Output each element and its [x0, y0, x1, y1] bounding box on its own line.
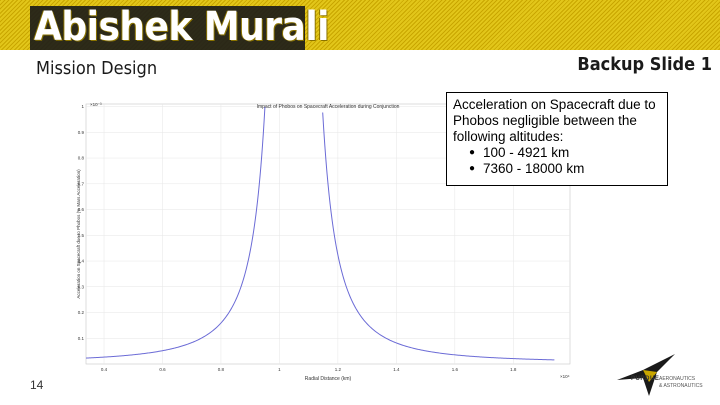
acceleration-curve-left [85, 106, 266, 359]
y-tick-label: 0.7 [78, 181, 85, 186]
y-tick-label: 0.9 [78, 130, 85, 135]
note-text: Acceleration on Spacecraft due to Phobos… [453, 97, 656, 144]
x-tick-label: 1.4 [393, 367, 400, 372]
y-tick-label: 0.8 [78, 156, 85, 161]
header: Abishek Murali Mission Design Backup Sli… [0, 0, 720, 86]
y-tick-label: 1 [81, 104, 84, 109]
note-bullet: 7360 - 18000 km [469, 161, 661, 177]
y-tick-label: 0.5 [78, 233, 85, 238]
purdue-griffin-mark-icon [617, 354, 675, 396]
note-bullet: 100 - 4921 km [469, 145, 661, 161]
x-tick-labels: 0.4 0.6 0.8 1 1.2 1.4 1.6 1.8 [101, 367, 517, 372]
plot-grid [86, 104, 570, 364]
logo-wordmark: PURDUE [631, 376, 660, 382]
plot-ylabel: Acceleration on Spacecraft due to Phobos… [76, 169, 81, 299]
plot-title: Impact of Phobos on Spacecraft Accelerat… [257, 104, 400, 110]
y-tick-label: 0.3 [78, 284, 85, 289]
note-box: Acceleration on Spacecraft due to Phobos… [446, 92, 668, 186]
logo-line2: & ASTRONAUTICS [659, 383, 703, 389]
plot-xlabel: Radial Distance (km) [305, 376, 352, 382]
y-tick-label: 0.6 [78, 207, 85, 212]
y-tick-labels: 0.1 0.2 0.3 0.4 0.5 0.6 0.7 0.8 0.9 1 [78, 104, 85, 341]
y-tick-label: 0.4 [78, 259, 85, 264]
slide-subtitle: Mission Design [36, 58, 158, 79]
title-backdrop [30, 6, 305, 50]
acceleration-plot: 0.1 0.2 0.3 0.4 0.5 0.6 0.7 0.8 0.9 1 0.4 0.6 0.8 1 1… [76, 102, 571, 382]
acceleration-curve-right [322, 112, 555, 361]
backup-label: Backup Slide 1 [577, 54, 712, 75]
y-multiplier: ×10⁻³ [90, 102, 102, 107]
logo-line1: AERONAUTICS [659, 376, 696, 382]
x-tick-label: 0.6 [159, 367, 166, 372]
slide-title: Abishek Murali [34, 4, 329, 50]
x-tick-label: 1.8 [510, 367, 517, 372]
y-tick-label: 0.1 [78, 336, 85, 341]
x-tick-label: 0.4 [101, 367, 108, 372]
x-tick-label: 1 [278, 367, 281, 372]
logo-caption: AERONAUTICS & ASTRONAUTICS [659, 376, 703, 390]
x-tick-label: 1.2 [335, 367, 342, 372]
page-number: 14 [30, 378, 44, 392]
x-tick-label: 1.6 [452, 367, 459, 372]
x-tick-label: 0.8 [218, 367, 225, 372]
x-multiplier: ×10⁴ [560, 374, 570, 379]
note-bullets: 100 - 4921 km 7360 - 18000 km [453, 145, 661, 177]
purdue-logo: PURDUE AERONAUTICS & ASTRONAUTICS [603, 352, 715, 400]
y-tick-label: 0.2 [78, 310, 85, 315]
